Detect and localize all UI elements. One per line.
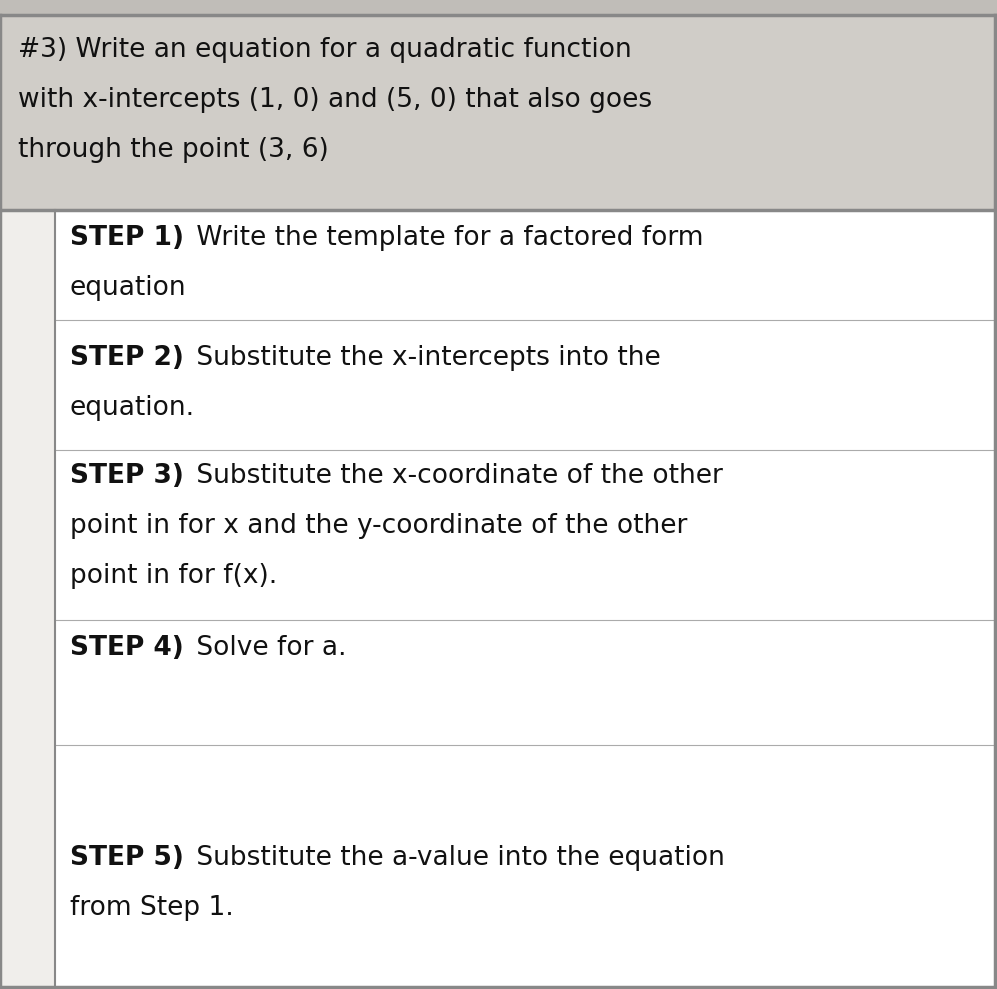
Text: Write the template for a factored form: Write the template for a factored form [188,225,704,251]
Bar [0,0,997,15]
Bar [0,210,55,989]
Text: from Step 1.: from Step 1. [70,895,233,921]
Text: point in for x and the y-coordinate of the other: point in for x and the y-coordinate of t… [70,513,687,539]
Text: STEP 2): STEP 2) [70,345,183,371]
Text: equation.: equation. [70,395,195,421]
Text: Substitute the x-coordinate of the other: Substitute the x-coordinate of the other [187,463,723,489]
Text: point in for f(x).: point in for f(x). [70,563,277,589]
Text: STEP 5): STEP 5) [70,845,183,871]
Text: #3) Write an equation for a quadratic function: #3) Write an equation for a quadratic fu… [18,37,632,63]
Text: Substitute the a-value into the equation: Substitute the a-value into the equation [187,845,725,871]
Bar [0,15,997,210]
Text: STEP 4): STEP 4) [70,635,183,661]
Text: Solve for a.: Solve for a. [187,635,346,661]
Text: STEP 3): STEP 3) [70,463,183,489]
Text: Substitute the x-intercepts into the: Substitute the x-intercepts into the [187,345,661,371]
Text: equation: equation [70,275,186,301]
Text: through the point (3, 6): through the point (3, 6) [18,137,329,163]
Bar [55,210,997,989]
Text: STEP 1): STEP 1) [70,225,184,251]
Text: with x-intercepts (1, 0) and (5, 0) that also goes: with x-intercepts (1, 0) and (5, 0) that… [18,87,652,113]
